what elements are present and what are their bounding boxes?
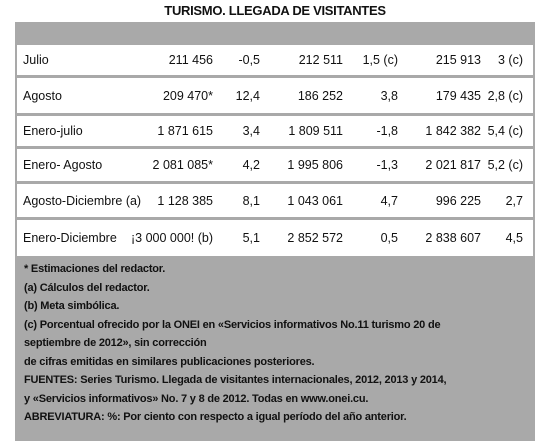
cell-value: 2 852 572 [287,231,343,245]
cell-value: 12,4 [235,88,260,103]
cell-value: 215 913 [435,53,481,67]
note-line: (a) Cálculos del redactor. [24,281,150,294]
row-label: Enero-julio [23,124,83,138]
table-row: Enero-julio 1 871 615 3,4 1 809 511 -1,8 1 84… [17,116,533,146]
cell-value: 2,8 (c) [487,88,523,103]
cell-value: 209 470* [162,88,213,103]
table-row: Agosto-Diciembre (a) 1 128 385 8,1 1 043 06… [17,184,533,217]
cell-value: 3 (c) [498,53,523,67]
cell-value: 1 871 615 [157,124,213,138]
note-line: FUENTES: Series Turismo. Llegada de visi… [24,374,447,386]
table-row: Enero-Diciembre ¡3 000 000! (b) 5,1 2 852 5… [17,220,533,256]
note-line: septiembre de 2012», sin corrección [24,337,207,349]
note-line: ABREVIATURA: %: Por ciento con respecto … [24,411,407,423]
cell-value: 1 128 385 [157,193,213,208]
table-row: Enero- Agosto 2 081 085* 4,2 1 995 806 -1,3 2… [17,149,533,181]
cell-value: ¡3 000 000! (b) [131,231,213,245]
cell-value: 3,4 [242,124,260,138]
table-row: Julio 211 456 -0,5 212 511 1,5 (c) 215 913 3 (… [17,45,533,75]
cell-value: 179 435 [435,88,481,103]
cell-value: 1 043 061 [287,193,343,208]
note-line: de cifras emitidas en similares publicac… [24,355,315,368]
note-line: y «Servicios informativos» No. 7 y 8 de … [24,392,369,405]
cell-value: 5,1 [242,231,260,245]
cell-value: 8,1 [242,193,260,208]
cell-value: 0,5 [380,231,398,245]
cell-value: 996 225 [435,193,481,208]
row-label: Julio [23,53,49,67]
cell-value: 212 511 [298,53,343,67]
cell-value: 186 252 [297,88,343,103]
cell-value: 1 842 382 [425,124,481,138]
cell-value: 1 995 806 [287,158,343,172]
cell-value: 2 081 085* [152,158,213,172]
note-line: * Estimaciones del redactor. [24,263,166,275]
cell-value: 2 838 607 [425,231,481,245]
row-label: Enero-Diciembre [23,231,117,245]
cell-value: 5,2 (c) [487,158,523,172]
row-label: Agosto [23,88,62,103]
cell-value: 211 456 [168,53,213,67]
cell-value: -1,8 [376,124,398,138]
cell-value: 4,2 [242,158,260,172]
title: TURISMO. LLEGADA DE VISITANTES [164,3,386,18]
note-line: (b) Meta simbólica. [24,300,120,312]
row-label: Agosto-Diciembre (a) [23,193,142,208]
cell-value: 5,4 (c) [487,124,523,138]
cell-value: 4,7 [380,193,398,208]
table-row: Agosto 209 470* 12,4 186 252 3,8 179 435 2,8 (… [17,78,533,113]
cell-value: 2,7 [505,193,523,208]
note-line: (c) Porcentual ofrecido por la ONEI en «… [24,318,441,331]
row-label: Enero- Agosto [23,158,103,172]
table: Julio 211 456 -0,5 212 511 1,5 (c) 215 913 3 (… [15,22,535,441]
cell-value: 1,5 (c) [362,53,398,67]
cell-value: 2 021 817 [425,158,481,172]
cell-value: -0,5 [238,53,260,67]
cell-value: -1,3 [376,158,398,172]
cell-value: 1 809 511 [288,124,343,138]
cell-value: 3,8 [380,88,398,103]
cell-value: 4,5 [505,231,523,245]
